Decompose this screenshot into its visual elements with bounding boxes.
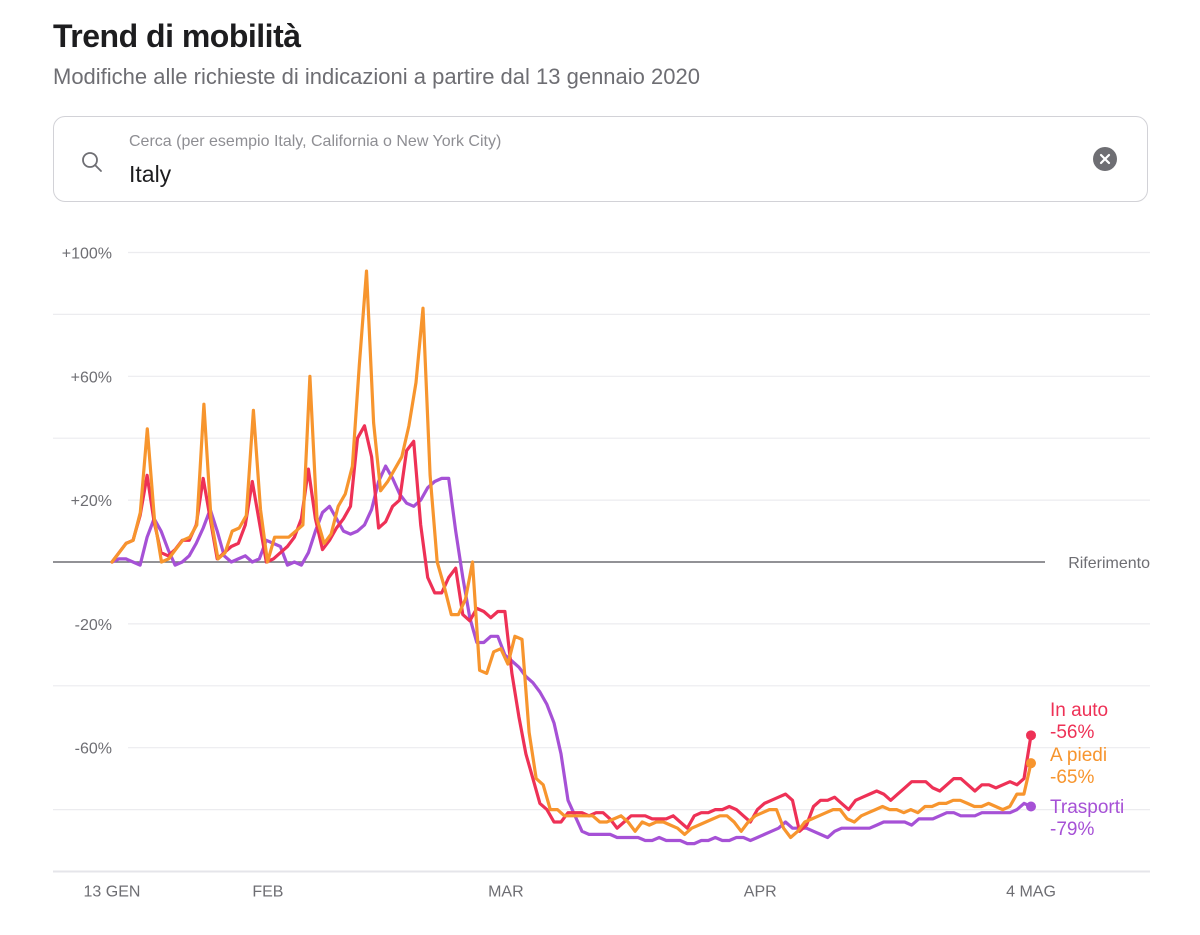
search-placeholder-label: Cerca (per esempio Italy, California o N… — [129, 133, 502, 150]
page-title: Trend di mobilità — [53, 18, 301, 54]
series-line-trasporti — [110, 464, 1033, 846]
x-tick-label: MAR — [488, 884, 524, 901]
series-value-trasporti: -79% — [1050, 819, 1094, 840]
series-label-a-piedi: A piedi — [1050, 745, 1107, 766]
x-tick-label: APR — [744, 884, 777, 901]
reference-label: Riferimento — [1068, 555, 1150, 572]
search-box[interactable]: Cerca (per esempio Italy, California o N… — [53, 116, 1148, 202]
series-value-a-piedi: -65% — [1050, 767, 1094, 788]
x-tick-label: 4 MAG — [1006, 884, 1056, 901]
series-lines — [110, 269, 1036, 846]
y-tick-label: -60% — [75, 741, 112, 758]
y-tick-label: +60% — [71, 369, 112, 386]
series-label-trasporti: Trasporti — [1050, 797, 1124, 818]
series-label-in-auto: In auto — [1050, 700, 1108, 721]
series-line-a-piedi — [110, 269, 1033, 840]
x-tick-label: 13 GEN — [84, 884, 141, 901]
search-input[interactable] — [129, 161, 1029, 188]
page-subtitle: Modifiche alle richieste di indicazioni … — [53, 64, 700, 89]
reference-line-group: Riferimento — [53, 555, 1150, 572]
y-tick-label: +20% — [71, 493, 112, 510]
gridlines — [53, 251, 1150, 873]
mobility-chart: +100% +60% +20% -20% -60% 13 GEN FEB MAR APR 4 M… — [53, 246, 1150, 901]
series-end-point-in-auto — [1026, 730, 1036, 741]
series-value-in-auto: -56% — [1050, 722, 1094, 743]
y-tick-label: -20% — [75, 617, 112, 634]
x-axis-ticks: 13 GEN FEB MAR APR 4 MAG — [84, 884, 1056, 901]
y-axis-ticks: +100% +60% +20% -20% -60% — [62, 246, 112, 758]
series-end-point-a-piedi — [1026, 758, 1036, 769]
y-tick-label: +100% — [62, 246, 112, 263]
clear-icon — [1099, 153, 1111, 165]
series-labels: In auto-56%A piedi-65% Trasporti-79% — [1050, 700, 1124, 840]
search-icon — [80, 150, 104, 174]
series-end-point-trasporti — [1026, 801, 1036, 812]
x-tick-label: FEB — [252, 884, 283, 901]
clear-search-button[interactable] — [1093, 147, 1117, 171]
